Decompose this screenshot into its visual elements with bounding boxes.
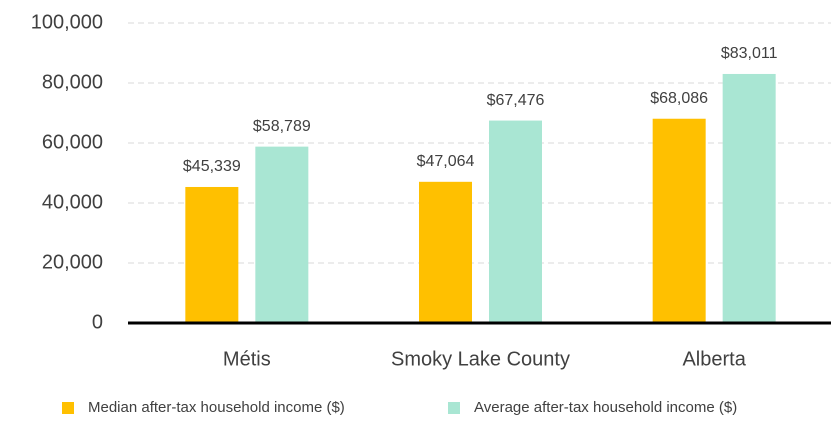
legend-swatch <box>62 402 74 414</box>
y-tick-label: 20,000 <box>42 251 103 273</box>
legend-label: Average after-tax household income ($) <box>474 399 737 416</box>
bar <box>255 146 309 323</box>
legend-swatch <box>448 402 460 414</box>
x-tick-label: Alberta <box>682 348 746 370</box>
bar <box>419 181 472 323</box>
value-label: $68,086 <box>650 90 708 107</box>
value-label: $47,064 <box>417 153 475 170</box>
y-tick-label: 40,000 <box>42 191 103 213</box>
value-label: $58,789 <box>253 118 311 135</box>
y-tick-label: 0 <box>92 311 103 333</box>
y-tick-label: 80,000 <box>42 71 103 93</box>
bar <box>722 73 776 323</box>
x-tick-label: Smoky Lake County <box>391 348 570 370</box>
legend-label: Median after-tax household income ($) <box>88 399 345 416</box>
bar <box>185 186 239 323</box>
x-tick-label: Métis <box>223 348 271 370</box>
value-label: $45,339 <box>183 158 241 175</box>
y-tick-label: 60,000 <box>42 131 103 153</box>
y-tick-label: 100,000 <box>31 11 103 33</box>
bar <box>489 120 542 324</box>
value-label: $67,476 <box>487 92 545 109</box>
value-label: $83,011 <box>721 45 778 62</box>
bar <box>652 118 706 323</box>
